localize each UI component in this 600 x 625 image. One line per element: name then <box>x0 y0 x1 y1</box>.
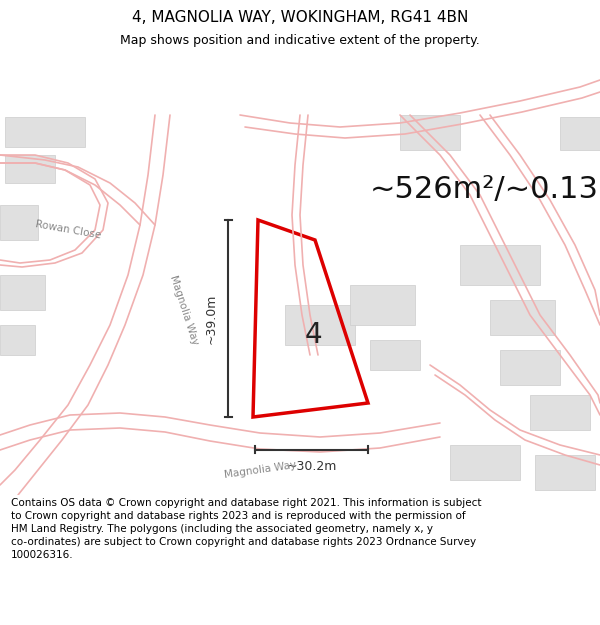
Polygon shape <box>535 455 595 490</box>
Polygon shape <box>350 285 415 325</box>
Polygon shape <box>460 245 540 285</box>
Polygon shape <box>490 300 555 335</box>
Text: ~39.0m: ~39.0m <box>205 293 218 344</box>
Text: 4: 4 <box>305 321 322 349</box>
Polygon shape <box>500 350 560 385</box>
Text: Magnolia Way: Magnolia Way <box>168 274 200 346</box>
Polygon shape <box>0 205 38 240</box>
Polygon shape <box>530 395 590 430</box>
Polygon shape <box>0 275 45 310</box>
Polygon shape <box>400 115 460 150</box>
Text: ~30.2m: ~30.2m <box>286 460 337 473</box>
Polygon shape <box>560 117 600 150</box>
Polygon shape <box>5 155 55 183</box>
Text: Rowan Close: Rowan Close <box>34 219 101 241</box>
Polygon shape <box>370 340 420 370</box>
Text: 4, MAGNOLIA WAY, WOKINGHAM, RG41 4BN: 4, MAGNOLIA WAY, WOKINGHAM, RG41 4BN <box>132 10 468 25</box>
Text: Magnolia Way: Magnolia Way <box>223 460 296 480</box>
Text: ~526m²/~0.130ac.: ~526m²/~0.130ac. <box>370 175 600 204</box>
Polygon shape <box>450 445 520 480</box>
Text: Map shows position and indicative extent of the property.: Map shows position and indicative extent… <box>120 34 480 47</box>
Text: Contains OS data © Crown copyright and database right 2021. This information is : Contains OS data © Crown copyright and d… <box>11 498 481 561</box>
Polygon shape <box>0 325 35 355</box>
Polygon shape <box>285 305 355 345</box>
Polygon shape <box>5 117 85 147</box>
